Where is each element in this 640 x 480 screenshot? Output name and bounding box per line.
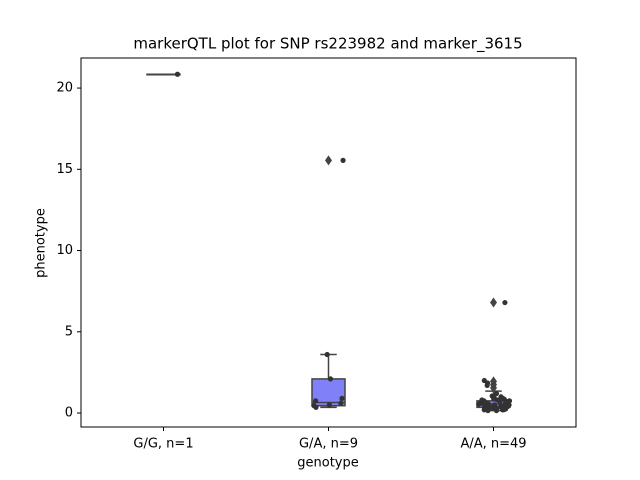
point <box>324 351 330 358</box>
plot-frame <box>80 57 577 428</box>
point <box>489 405 496 411</box>
point <box>476 401 482 407</box>
x-tick-label: G/G, n=1 <box>133 437 193 452</box>
y-tick-label: 20 <box>56 81 73 96</box>
y-axis-label: phenotype <box>34 208 49 278</box>
point <box>493 390 500 397</box>
point <box>499 407 506 413</box>
point <box>493 407 500 414</box>
x-tick-label: G/A, n=9 <box>299 437 358 452</box>
flier <box>325 155 332 166</box>
point <box>340 157 346 163</box>
flier <box>490 297 497 308</box>
chart-title: markerQTL plot for SNP rs223982 and mark… <box>133 35 522 54</box>
x-tick-label: A/A, n=49 <box>460 437 526 452</box>
point <box>485 407 491 414</box>
y-tick-label: 10 <box>56 243 73 258</box>
point <box>313 404 319 410</box>
point <box>502 299 508 306</box>
point <box>484 382 490 389</box>
x-axis-label: genotype <box>297 456 358 471</box>
y-tick-label: 0 <box>65 406 73 421</box>
y-tick-label: 5 <box>65 324 73 339</box>
point <box>338 400 344 406</box>
point <box>497 399 503 405</box>
y-tick-label: 15 <box>56 162 73 177</box>
point <box>327 376 334 382</box>
flier <box>490 382 497 393</box>
point <box>174 71 181 77</box>
point <box>326 402 332 408</box>
point <box>313 398 319 404</box>
point <box>339 395 345 402</box>
